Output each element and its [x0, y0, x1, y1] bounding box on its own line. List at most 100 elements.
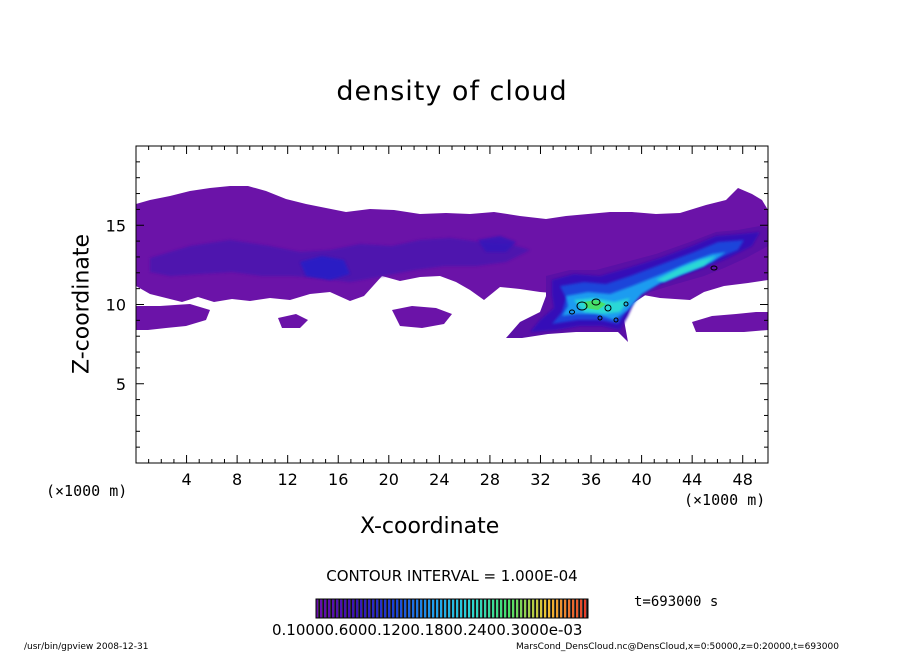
colorbar-gap: [390, 599, 392, 618]
colorbar-gap: [418, 599, 420, 618]
colorbar-gap: [578, 599, 580, 618]
colorbar-segment: [548, 599, 551, 618]
x-tick-label: 12: [278, 470, 298, 489]
colorbar-segment: [380, 599, 383, 618]
colorbar-segment: [512, 599, 515, 618]
colorbar-segment: [556, 599, 559, 618]
x-tick-label: 16: [328, 470, 348, 489]
colorbar-gap: [362, 599, 364, 618]
colorbar-segment: [328, 599, 331, 618]
colorbar-gap: [534, 599, 536, 618]
colorbar-gap: [410, 599, 412, 618]
colorbar-segment: [532, 599, 535, 618]
colorbar-gap: [374, 599, 376, 618]
colorbar-segment: [468, 599, 471, 618]
colorbar-gap: [338, 599, 340, 618]
colorbar-gap: [330, 599, 332, 618]
contour-interval-text: CONTOUR INTERVAL = 1.000E-04: [326, 567, 578, 585]
colorbar-gap: [478, 599, 480, 618]
colorbar-segment: [560, 599, 563, 618]
colorbar-gap: [430, 599, 432, 618]
colorbar-gap: [558, 599, 560, 618]
colorbar-gap: [506, 599, 508, 618]
colorbar-gap: [378, 599, 380, 618]
x-tick-label: 28: [480, 470, 500, 489]
colorbar-gap: [334, 599, 336, 618]
colorbar-segment: [396, 599, 399, 618]
colorbar-labels: 0.10000.6000.1200.1800.2400.3000e-03: [272, 621, 583, 639]
colorbar-segment: [400, 599, 403, 618]
colorbar-segment: [368, 599, 371, 618]
colorbar-segment: [404, 599, 407, 618]
colorbar-segment: [480, 599, 483, 618]
colorbar-gap: [346, 599, 348, 618]
colorbar-gap: [458, 599, 460, 618]
colorbar-gap: [426, 599, 428, 618]
colorbar-gap: [494, 599, 496, 618]
footer-left: /usr/bin/gpview 2008-12-31: [24, 642, 149, 652]
x-axis-unit: (×1000 m): [684, 491, 766, 509]
colorbar-gap: [502, 599, 504, 618]
y-tick-label: 15: [106, 216, 126, 235]
colorbar-gap: [574, 599, 576, 618]
cloud-upper-blue-patch: [300, 256, 350, 280]
colorbar-gap: [322, 599, 324, 618]
colorbar-segment: [420, 599, 423, 618]
cloud-field: [136, 186, 768, 342]
colorbar-segment: [448, 599, 451, 618]
colorbar-segment: [484, 599, 487, 618]
colorbar-gap: [350, 599, 352, 618]
cloud-small-blob: [278, 314, 308, 328]
colorbar-segment: [572, 599, 575, 618]
colorbar-gap: [490, 599, 492, 618]
colorbar-gap: [450, 599, 452, 618]
y-tick-label: 10: [106, 296, 126, 315]
colorbar-segment: [472, 599, 475, 618]
colorbar-gap: [442, 599, 444, 618]
colorbar-segment: [316, 599, 319, 618]
colorbar-gap: [414, 599, 416, 618]
colorbar-gap: [474, 599, 476, 618]
colorbar: [315, 598, 589, 619]
colorbar-gap: [394, 599, 396, 618]
colorbar-gap: [510, 599, 512, 618]
x-axis-label: X-coordinate: [360, 514, 500, 539]
cloud-upper-blue-patch-2: [478, 236, 516, 252]
colorbar-gap: [382, 599, 384, 618]
colorbar-segment: [508, 599, 511, 618]
colorbar-gap: [422, 599, 424, 618]
colorbar-segment: [412, 599, 415, 618]
colorbar-segment: [340, 599, 343, 618]
colorbar-segment: [564, 599, 567, 618]
colorbar-segment: [364, 599, 367, 618]
y-tick-label: 5: [116, 375, 126, 394]
colorbar-gap: [550, 599, 552, 618]
colorbar-segment: [348, 599, 351, 618]
cloud-mid-blob: [392, 306, 452, 328]
colorbar-segment: [520, 599, 523, 618]
contour-lines: [569, 265, 718, 323]
colorbar-segment: [428, 599, 431, 618]
colorbar-segment: [388, 599, 391, 618]
x-tick-label: 32: [530, 470, 550, 489]
cloud-lower-west: [136, 304, 210, 330]
colorbar-gap: [386, 599, 388, 618]
colorbar-gap: [554, 599, 556, 618]
colorbar-segment: [332, 599, 335, 618]
colorbar-segment: [504, 599, 507, 618]
x-tick-label: 24: [429, 470, 449, 489]
colorbar-segment: [324, 599, 327, 618]
colorbar-gap: [482, 599, 484, 618]
colorbar-gap: [582, 599, 584, 618]
cloud-lower-east: [692, 312, 768, 332]
colorbar-gap: [562, 599, 564, 618]
colorbar-gap: [438, 599, 440, 618]
colorbar-gap: [402, 599, 404, 618]
colorbar-segment: [436, 599, 439, 618]
colorbar-segment: [356, 599, 359, 618]
colorbar-gap: [514, 599, 516, 618]
colorbar-segment: [492, 599, 495, 618]
